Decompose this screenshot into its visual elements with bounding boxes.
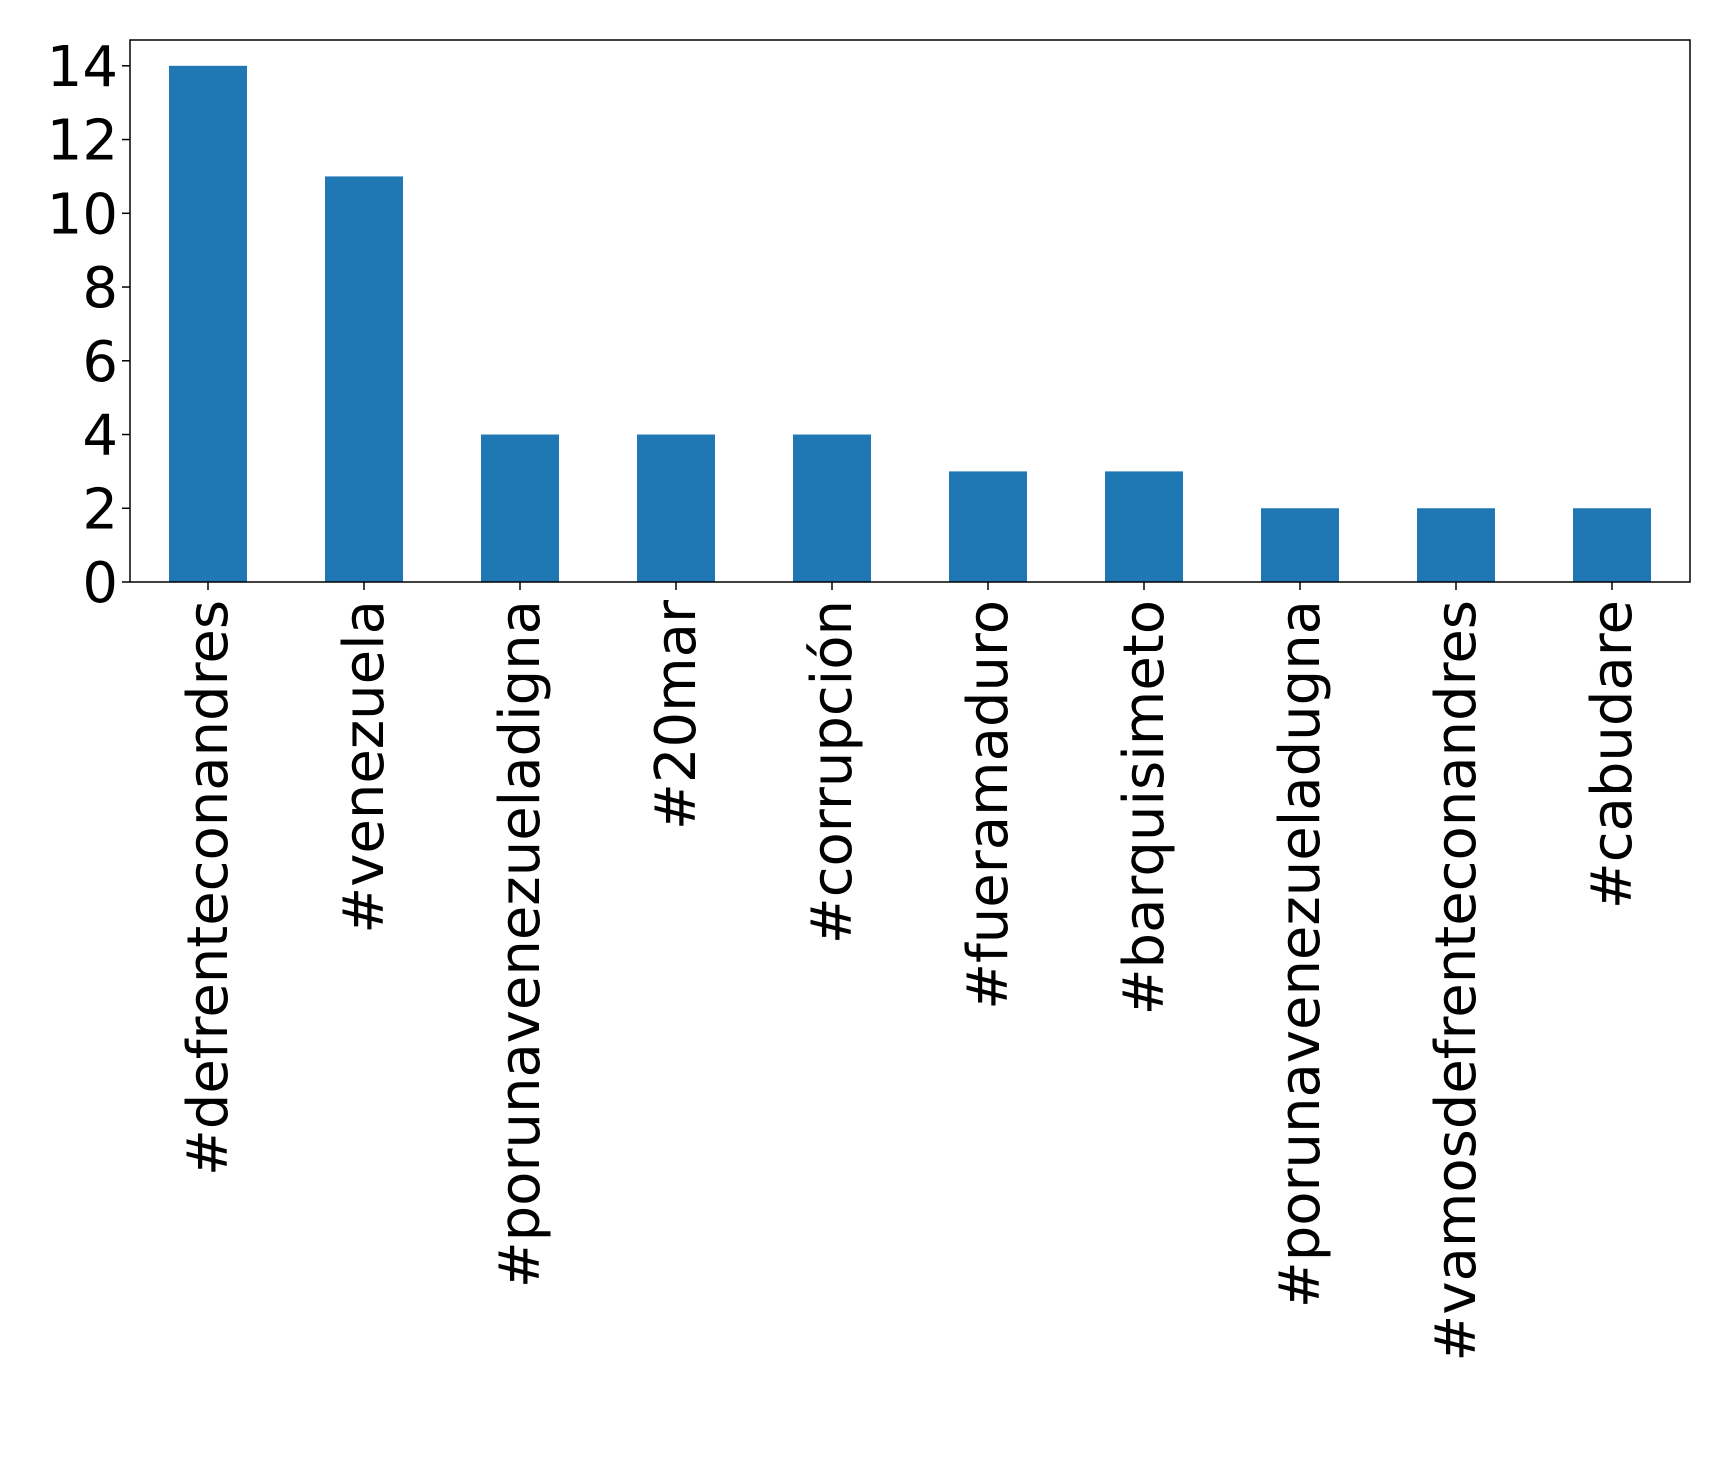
x-tick-label: #fueramaduro bbox=[956, 600, 1021, 1010]
x-tick-label: #corrupción bbox=[800, 600, 865, 944]
bar-8 bbox=[1417, 508, 1495, 582]
x-tick-label: #cabudare bbox=[1580, 600, 1645, 909]
y-tick-label: 12 bbox=[47, 109, 118, 174]
bar-5 bbox=[949, 471, 1027, 582]
bar-2 bbox=[481, 434, 559, 582]
y-tick-label: 8 bbox=[82, 256, 118, 321]
bar-4 bbox=[793, 434, 871, 582]
bar-0 bbox=[169, 65, 247, 583]
bars-layer bbox=[169, 65, 1651, 583]
y-tick-label: 4 bbox=[82, 404, 118, 469]
y-tick-label: 14 bbox=[47, 35, 118, 100]
y-tick-label: 0 bbox=[82, 551, 118, 616]
bar-6 bbox=[1105, 471, 1183, 582]
x-tick-label: #porunavenezueladigna bbox=[488, 600, 553, 1288]
y-tick-label: 2 bbox=[82, 477, 118, 542]
y-axis: 0 2 4 6 8 10 12 14 bbox=[47, 35, 130, 616]
x-axis: #defrenteconandres #venezuela #porunavenez… bbox=[176, 582, 1645, 1362]
x-tick-label: #vamosdefrenteconandres bbox=[1424, 600, 1489, 1362]
x-tick-label: #20mar bbox=[644, 599, 709, 830]
bar-9 bbox=[1573, 508, 1651, 582]
x-tick-label: #porunavenezueladugna bbox=[1268, 600, 1333, 1308]
y-tick-label: 10 bbox=[47, 182, 118, 247]
plot-frame bbox=[129, 39, 1691, 583]
bar-7 bbox=[1261, 508, 1339, 582]
x-tick-label: #defrenteconandres bbox=[176, 600, 241, 1176]
y-tick-label: 6 bbox=[82, 330, 118, 395]
bar-1 bbox=[325, 176, 403, 583]
x-tick-label: #venezuela bbox=[332, 600, 397, 934]
x-tick-label: #barquisimeto bbox=[1112, 600, 1177, 1015]
bar-3 bbox=[637, 434, 715, 582]
